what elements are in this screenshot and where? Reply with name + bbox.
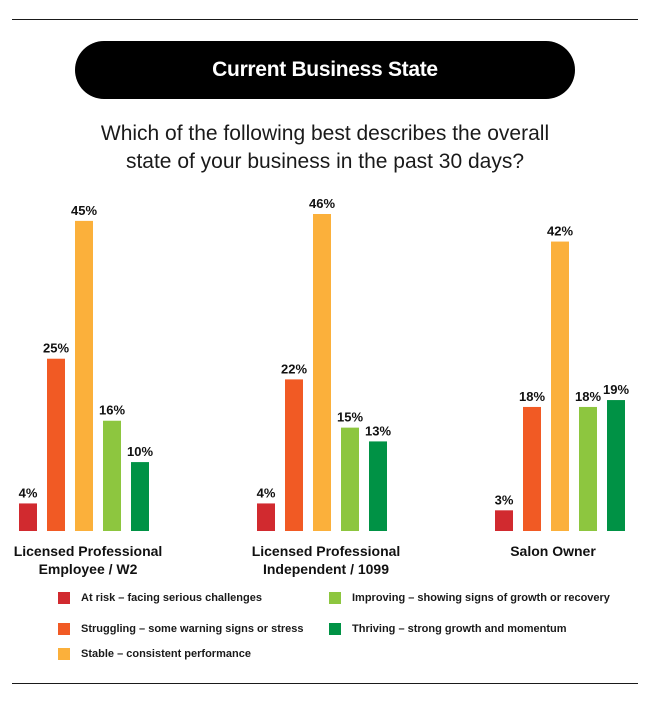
bar-at-risk-group-2	[257, 503, 275, 531]
bar-thriving-group-3	[607, 400, 625, 531]
bar-struggling-group-2	[285, 379, 303, 531]
bottom-rule	[12, 683, 638, 684]
bar-stable-group-1	[75, 220, 93, 532]
data-label-thriving-group-3: 19%	[603, 382, 629, 397]
data-label-improving-group-2: 15%	[337, 410, 363, 425]
legend-swatch-thriving	[329, 623, 341, 635]
bar-struggling-group-3	[523, 406, 541, 531]
category-label-2-line-2: Independent / 1099	[263, 561, 389, 577]
data-label-struggling-group-2: 22%	[281, 361, 307, 376]
data-label-thriving-group-1: 10%	[127, 444, 153, 459]
legend-label-stable: Stable – consistent performance	[81, 648, 251, 660]
bar-stable-group-2	[313, 214, 331, 531]
title-banner: Current Business State	[75, 41, 575, 99]
data-label-improving-group-1: 16%	[99, 403, 125, 418]
data-label-stable-group-2: 46%	[309, 196, 335, 211]
legend-item-thriving: Thriving – strong growth and momentum	[329, 623, 567, 635]
bar-thriving-group-1	[131, 462, 149, 531]
data-label-improving-group-3: 18%	[575, 389, 601, 404]
data-label-at-risk-group-2: 4%	[257, 485, 276, 500]
bar-improving-group-2	[341, 427, 359, 531]
bar-improving-group-3	[579, 406, 597, 531]
category-label-2-line-1: Licensed Professional	[252, 543, 401, 559]
subtitle-line-2: state of your business in the past 30 da…	[125, 150, 525, 173]
legend-swatch-stable	[58, 648, 70, 660]
legend-label-struggling: Struggling – some warning signs or stres…	[81, 623, 304, 635]
subtitle-line-1: Which of the following best describes th…	[100, 122, 550, 145]
bar-thriving-group-2	[369, 441, 387, 531]
category-label-3-line-1: Salon Owner	[510, 543, 596, 559]
legend-label-thriving: Thriving – strong growth and momentum	[352, 623, 567, 635]
legend-swatch-struggling	[58, 623, 70, 635]
legend-item-at-risk: At risk – facing serious challenges	[58, 592, 262, 604]
data-label-struggling-group-1: 25%	[43, 341, 69, 356]
bar-chart: 4% 25% 45% 16% 10% Licensed Professional Emplo…	[14, 196, 630, 577]
bar-at-risk-group-3	[495, 510, 513, 531]
legend-swatch-improving	[329, 592, 341, 604]
legend-item-improving: Improving – showing signs of growth or r…	[329, 592, 610, 604]
category-label-1-line-2: Employee / W2	[39, 561, 138, 577]
chart-legend: At risk – facing serious challenges Stru…	[58, 592, 618, 672]
bar-stable-group-3	[551, 241, 569, 531]
data-label-stable-group-1: 45%	[71, 203, 97, 218]
legend-item-stable: Stable – consistent performance	[58, 648, 251, 660]
bar-improving-group-1	[103, 420, 121, 531]
legend-item-struggling: Struggling – some warning signs or stres…	[58, 623, 304, 635]
bar-at-risk-group-1	[19, 503, 37, 531]
top-rule	[12, 19, 638, 20]
legend-label-improving: Improving – showing signs of growth or r…	[352, 592, 610, 604]
category-label-1-line-1: Licensed Professional	[14, 543, 163, 559]
data-label-at-risk-group-1: 4%	[19, 485, 38, 500]
data-label-at-risk-group-3: 3%	[495, 492, 514, 507]
chart-title: Current Business State	[212, 58, 438, 81]
data-label-struggling-group-3: 18%	[519, 389, 545, 404]
legend-swatch-at-risk	[58, 592, 70, 604]
chart-subtitle: Which of the following best describes th…	[60, 120, 590, 176]
bar-struggling-group-1	[47, 358, 65, 531]
data-label-stable-group-3: 42%	[547, 224, 573, 239]
data-label-thriving-group-2: 13%	[365, 423, 391, 438]
legend-label-at-risk: At risk – facing serious challenges	[81, 592, 262, 604]
